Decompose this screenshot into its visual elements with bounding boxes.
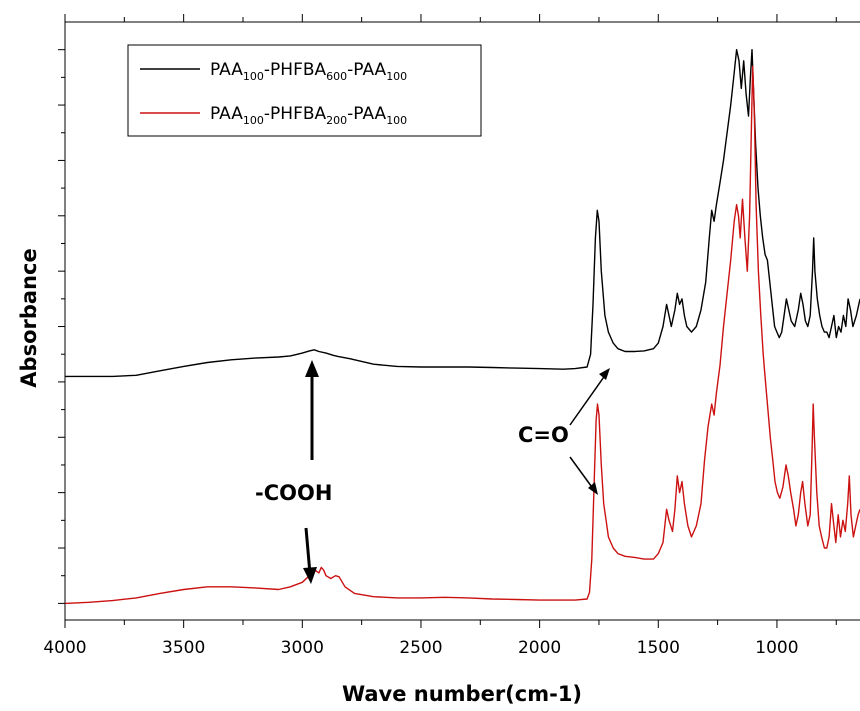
annotation-cooh: -COOH — [255, 360, 332, 584]
series-line-2 — [64, 65, 860, 605]
annotation-carbonyl-arrow-down — [569, 456, 595, 491]
y-axis-title: Absorbance — [17, 248, 41, 387]
x-tick-label: 1500 — [637, 638, 680, 658]
x-tick-label: 1000 — [755, 638, 798, 658]
x-axis-title: Wave number(cm-1) — [342, 682, 582, 706]
annotation-carbonyl-arrow-up — [569, 373, 607, 426]
x-tick-label: 2500 — [399, 638, 442, 658]
x-tick-label: 2000 — [518, 638, 561, 658]
x-tick-label: 4000 — [43, 638, 86, 658]
annotation-carbonyl-label: C=O — [518, 423, 569, 447]
annotation-cooh-arrowhead-down — [303, 567, 317, 584]
legend-entry-1: PAA100-PHFBA600-PAA100 — [140, 60, 407, 83]
x-tick-label: 3000 — [281, 638, 324, 658]
x-tick-label: 3500 — [162, 638, 205, 658]
annotation-cooh-arrowhead-up — [305, 360, 319, 377]
y-axis-ticks — [58, 49, 65, 604]
annotation-carbonyl: C=O — [518, 368, 610, 495]
legend-box — [127, 44, 482, 137]
x-axis-ticks: 4000 3500 3000 2500 2000 1500 1000 — [43, 14, 837, 658]
series-line-1 — [65, 49, 860, 378]
annotation-carbonyl-arrowhead-up — [599, 368, 610, 380]
legend-entry-2: PAA100-PHFBA200-PAA100 — [140, 104, 407, 127]
series-layer — [64, 49, 860, 605]
legend: PAA100-PHFBA600-PAA100 PAA100-PHFBA200-P… — [127, 44, 482, 137]
legend-label-1: PAA100-PHFBA600-PAA100 — [210, 60, 407, 83]
annotation-cooh-label: -COOH — [255, 481, 332, 505]
annotation-carbonyl-arrowhead-down — [588, 482, 598, 495]
annotation-cooh-arrow-down — [304, 527, 312, 575]
legend-label-2: PAA100-PHFBA200-PAA100 — [210, 104, 407, 127]
